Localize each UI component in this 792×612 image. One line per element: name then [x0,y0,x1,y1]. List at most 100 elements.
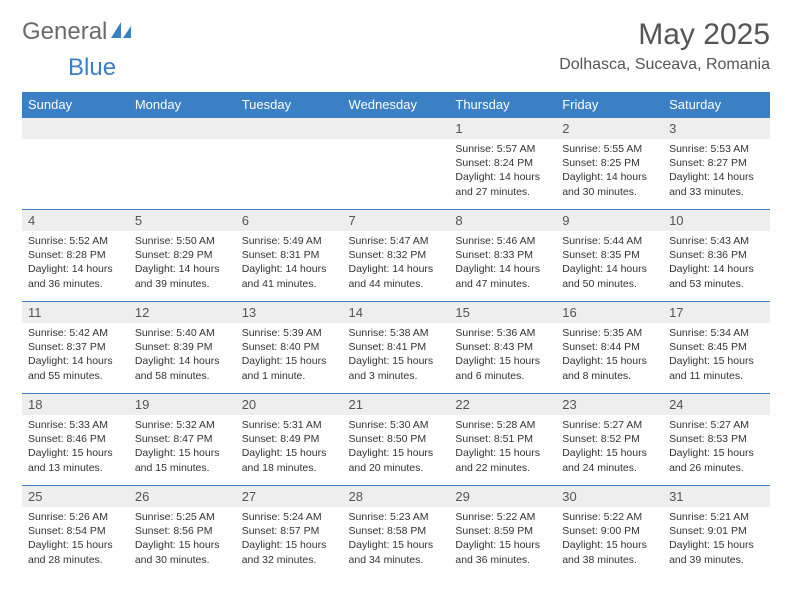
day-number: 31 [663,486,770,507]
calendar-day-cell: 16Sunrise: 5:35 AMSunset: 8:44 PMDayligh… [556,302,663,394]
day-number: 30 [556,486,663,507]
day-number: 14 [343,302,450,323]
weekday-header: Thursday [449,92,556,118]
calendar-day-cell: 3Sunrise: 5:53 AMSunset: 8:27 PMDaylight… [663,118,770,210]
calendar-day-cell: 12Sunrise: 5:40 AMSunset: 8:39 PMDayligh… [129,302,236,394]
day-content: Sunrise: 5:27 AMSunset: 8:53 PMDaylight:… [663,415,770,479]
day-number: 11 [22,302,129,323]
day-number-empty [236,118,343,139]
day-number: 9 [556,210,663,231]
logo-text-general: General [22,18,107,46]
calendar-week-row: 1Sunrise: 5:57 AMSunset: 8:24 PMDaylight… [22,118,770,210]
day-content: Sunrise: 5:57 AMSunset: 8:24 PMDaylight:… [449,139,556,203]
day-content: Sunrise: 5:21 AMSunset: 9:01 PMDaylight:… [663,507,770,571]
calendar-day-cell: 17Sunrise: 5:34 AMSunset: 8:45 PMDayligh… [663,302,770,394]
calendar-week-row: 4Sunrise: 5:52 AMSunset: 8:28 PMDaylight… [22,210,770,302]
day-content: Sunrise: 5:40 AMSunset: 8:39 PMDaylight:… [129,323,236,387]
day-content: Sunrise: 5:25 AMSunset: 8:56 PMDaylight:… [129,507,236,571]
day-content: Sunrise: 5:50 AMSunset: 8:29 PMDaylight:… [129,231,236,295]
day-content: Sunrise: 5:32 AMSunset: 8:47 PMDaylight:… [129,415,236,479]
calendar-day-cell: 26Sunrise: 5:25 AMSunset: 8:56 PMDayligh… [129,486,236,578]
weekday-header: Sunday [22,92,129,118]
logo-text-blue: Blue [68,54,116,81]
calendar-day-cell: 5Sunrise: 5:50 AMSunset: 8:29 PMDaylight… [129,210,236,302]
day-content: Sunrise: 5:31 AMSunset: 8:49 PMDaylight:… [236,415,343,479]
day-content: Sunrise: 5:36 AMSunset: 8:43 PMDaylight:… [449,323,556,387]
day-content: Sunrise: 5:49 AMSunset: 8:31 PMDaylight:… [236,231,343,295]
day-content: Sunrise: 5:42 AMSunset: 8:37 PMDaylight:… [22,323,129,387]
day-content: Sunrise: 5:39 AMSunset: 8:40 PMDaylight:… [236,323,343,387]
day-number: 12 [129,302,236,323]
calendar-table: SundayMondayTuesdayWednesdayThursdayFrid… [22,92,770,578]
calendar-day-cell: 2Sunrise: 5:55 AMSunset: 8:25 PMDaylight… [556,118,663,210]
calendar-week-row: 25Sunrise: 5:26 AMSunset: 8:54 PMDayligh… [22,486,770,578]
day-content: Sunrise: 5:44 AMSunset: 8:35 PMDaylight:… [556,231,663,295]
calendar-day-cell: 13Sunrise: 5:39 AMSunset: 8:40 PMDayligh… [236,302,343,394]
day-number: 15 [449,302,556,323]
day-number: 23 [556,394,663,415]
day-number: 8 [449,210,556,231]
calendar-day-cell: 4Sunrise: 5:52 AMSunset: 8:28 PMDaylight… [22,210,129,302]
day-number: 6 [236,210,343,231]
month-title: May 2025 [559,18,770,52]
day-number: 22 [449,394,556,415]
day-number: 27 [236,486,343,507]
day-number: 4 [22,210,129,231]
day-number: 7 [343,210,450,231]
day-content: Sunrise: 5:34 AMSunset: 8:45 PMDaylight:… [663,323,770,387]
day-content: Sunrise: 5:35 AMSunset: 8:44 PMDaylight:… [556,323,663,387]
calendar-day-cell [236,118,343,210]
weekday-header: Friday [556,92,663,118]
day-number: 5 [129,210,236,231]
calendar-day-cell: 11Sunrise: 5:42 AMSunset: 8:37 PMDayligh… [22,302,129,394]
day-number: 25 [22,486,129,507]
day-content: Sunrise: 5:24 AMSunset: 8:57 PMDaylight:… [236,507,343,571]
calendar-day-cell: 10Sunrise: 5:43 AMSunset: 8:36 PMDayligh… [663,210,770,302]
calendar-day-cell: 18Sunrise: 5:33 AMSunset: 8:46 PMDayligh… [22,394,129,486]
day-content: Sunrise: 5:52 AMSunset: 8:28 PMDaylight:… [22,231,129,295]
calendar-day-cell [129,118,236,210]
day-number: 18 [22,394,129,415]
calendar-day-cell: 14Sunrise: 5:38 AMSunset: 8:41 PMDayligh… [343,302,450,394]
day-number-empty [343,118,450,139]
calendar-week-row: 11Sunrise: 5:42 AMSunset: 8:37 PMDayligh… [22,302,770,394]
calendar-day-cell: 19Sunrise: 5:32 AMSunset: 8:47 PMDayligh… [129,394,236,486]
weekday-header: Saturday [663,92,770,118]
calendar-day-cell: 6Sunrise: 5:49 AMSunset: 8:31 PMDaylight… [236,210,343,302]
day-content: Sunrise: 5:53 AMSunset: 8:27 PMDaylight:… [663,139,770,203]
calendar-week-row: 18Sunrise: 5:33 AMSunset: 8:46 PMDayligh… [22,394,770,486]
day-number-empty [129,118,236,139]
weekday-header: Wednesday [343,92,450,118]
calendar-day-cell: 29Sunrise: 5:22 AMSunset: 8:59 PMDayligh… [449,486,556,578]
day-number: 21 [343,394,450,415]
calendar-day-cell: 15Sunrise: 5:36 AMSunset: 8:43 PMDayligh… [449,302,556,394]
title-block: May 2025 Dolhasca, Suceava, Romania [559,18,770,74]
day-number: 26 [129,486,236,507]
day-number: 1 [449,118,556,139]
calendar-day-cell [22,118,129,210]
calendar-day-cell [343,118,450,210]
location: Dolhasca, Suceava, Romania [559,56,770,74]
logo: General [22,18,133,46]
day-content: Sunrise: 5:38 AMSunset: 8:41 PMDaylight:… [343,323,450,387]
calendar-day-cell: 24Sunrise: 5:27 AMSunset: 8:53 PMDayligh… [663,394,770,486]
weekday-header: Monday [129,92,236,118]
calendar-day-cell: 22Sunrise: 5:28 AMSunset: 8:51 PMDayligh… [449,394,556,486]
day-number: 24 [663,394,770,415]
calendar-day-cell: 23Sunrise: 5:27 AMSunset: 8:52 PMDayligh… [556,394,663,486]
day-content: Sunrise: 5:23 AMSunset: 8:58 PMDaylight:… [343,507,450,571]
calendar-body: 1Sunrise: 5:57 AMSunset: 8:24 PMDaylight… [22,118,770,578]
day-content: Sunrise: 5:47 AMSunset: 8:32 PMDaylight:… [343,231,450,295]
day-content: Sunrise: 5:43 AMSunset: 8:36 PMDaylight:… [663,231,770,295]
calendar-day-cell: 31Sunrise: 5:21 AMSunset: 9:01 PMDayligh… [663,486,770,578]
day-number: 20 [236,394,343,415]
calendar-day-cell: 27Sunrise: 5:24 AMSunset: 8:57 PMDayligh… [236,486,343,578]
calendar-day-cell: 8Sunrise: 5:46 AMSunset: 8:33 PMDaylight… [449,210,556,302]
day-content: Sunrise: 5:28 AMSunset: 8:51 PMDaylight:… [449,415,556,479]
logo-sail-icon [111,20,133,45]
calendar-day-cell: 1Sunrise: 5:57 AMSunset: 8:24 PMDaylight… [449,118,556,210]
day-number: 2 [556,118,663,139]
day-number: 10 [663,210,770,231]
day-number: 13 [236,302,343,323]
day-content: Sunrise: 5:55 AMSunset: 8:25 PMDaylight:… [556,139,663,203]
